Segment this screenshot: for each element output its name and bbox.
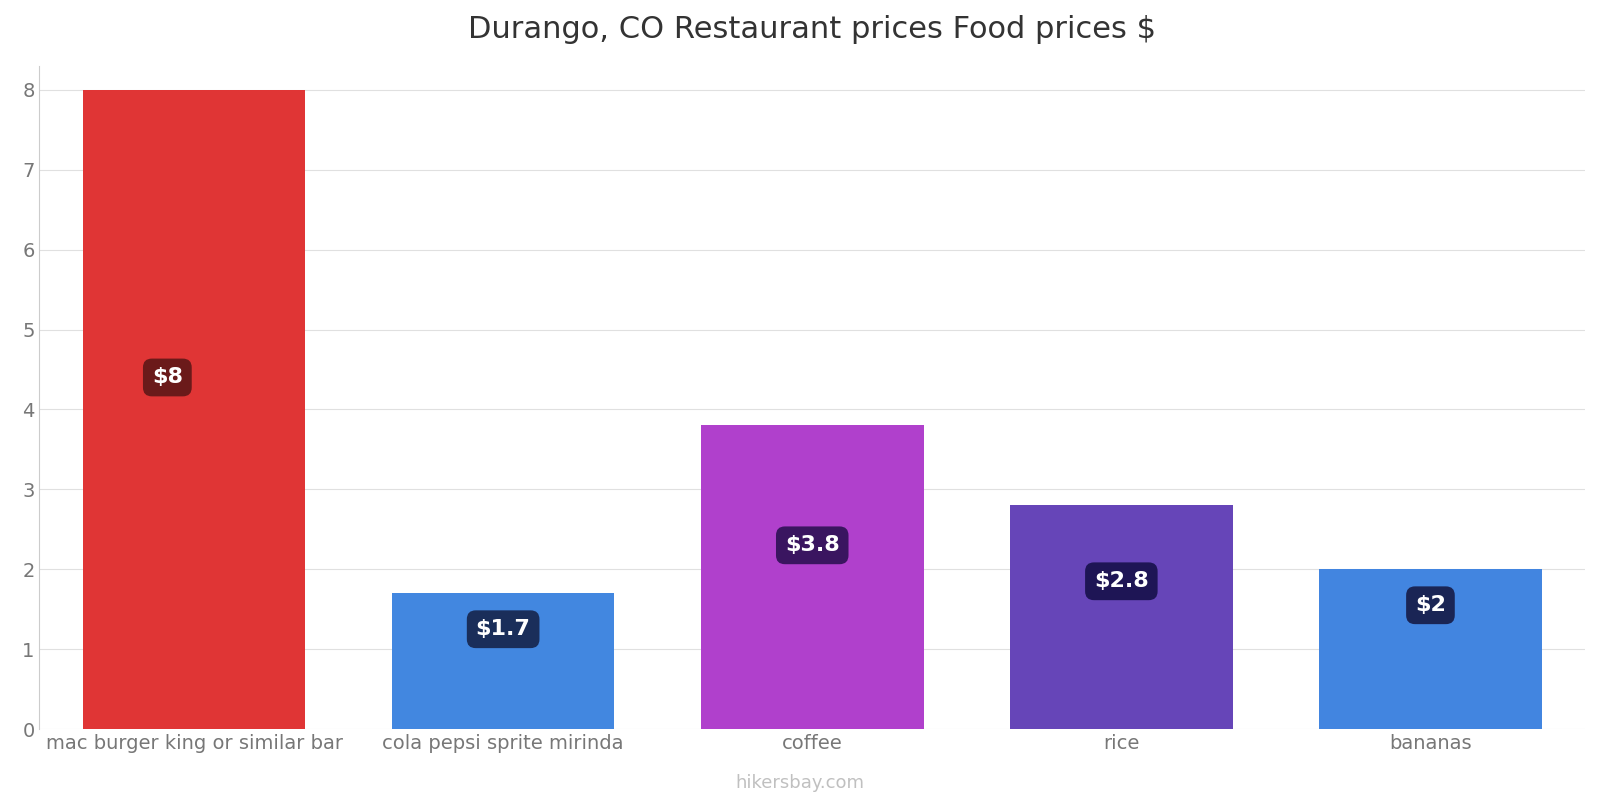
- Text: $2.8: $2.8: [1094, 571, 1149, 591]
- Title: Durango, CO Restaurant prices Food prices $: Durango, CO Restaurant prices Food price…: [469, 15, 1157, 44]
- Bar: [1010, 506, 1232, 729]
- Bar: [83, 90, 306, 729]
- Bar: [392, 594, 614, 729]
- Text: $2: $2: [1414, 595, 1446, 615]
- Bar: [701, 426, 923, 729]
- Text: hikersbay.com: hikersbay.com: [736, 774, 864, 792]
- Text: $8: $8: [152, 367, 182, 387]
- Text: $3.8: $3.8: [786, 535, 840, 555]
- Text: $1.7: $1.7: [475, 619, 531, 639]
- Bar: [1318, 570, 1542, 729]
